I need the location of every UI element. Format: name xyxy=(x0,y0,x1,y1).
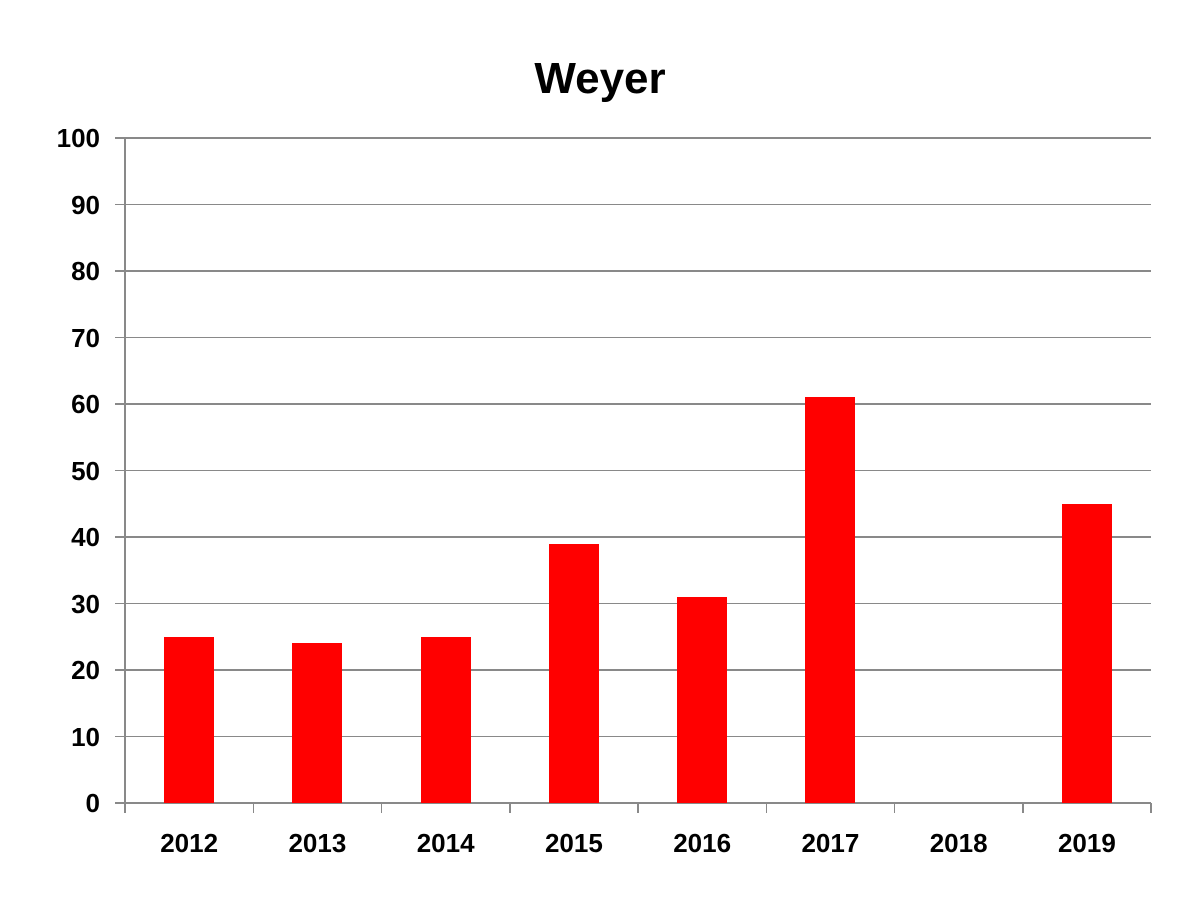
x-tick xyxy=(765,803,767,813)
bar xyxy=(292,643,343,803)
bar xyxy=(420,636,471,803)
bar xyxy=(1061,503,1112,803)
gridline xyxy=(125,669,1151,671)
gridline xyxy=(125,469,1151,472)
y-tick xyxy=(115,735,125,738)
x-tick xyxy=(124,803,126,813)
gridline xyxy=(125,536,1151,538)
gridline xyxy=(125,336,1151,339)
y-tick-label: 60 xyxy=(71,389,100,419)
y-axis-line xyxy=(124,138,126,803)
y-tick xyxy=(115,270,125,272)
y-tick xyxy=(115,469,125,472)
y-tick xyxy=(115,203,125,206)
y-tick xyxy=(115,137,125,139)
gridline xyxy=(125,735,1151,738)
x-tick-label: 2014 xyxy=(416,828,475,858)
y-tick-label: 30 xyxy=(71,588,100,619)
y-tick-label: 100 xyxy=(56,123,100,153)
x-tick-label: 2012 xyxy=(160,828,219,858)
bar xyxy=(805,397,856,803)
y-tick-label: 90 xyxy=(71,189,100,220)
y-tick-label: 40 xyxy=(71,522,100,552)
x-tick xyxy=(637,803,639,813)
x-tick-label: 2017 xyxy=(801,828,860,858)
x-tick-label: 2015 xyxy=(544,828,603,858)
bar xyxy=(164,636,215,803)
x-tick xyxy=(509,803,511,813)
gridline xyxy=(125,602,1151,605)
x-tick xyxy=(1022,803,1024,813)
gridline xyxy=(125,403,1151,405)
y-tick-label: 10 xyxy=(71,721,100,752)
x-tick xyxy=(893,803,896,813)
y-tick-label: 20 xyxy=(71,655,100,685)
y-tick xyxy=(115,669,125,671)
x-tick xyxy=(1150,803,1152,813)
y-tick-label: 50 xyxy=(71,455,100,486)
bar xyxy=(677,596,728,803)
gridline xyxy=(125,203,1151,206)
x-tick-label: 2013 xyxy=(288,828,347,858)
x-tick-label: 2019 xyxy=(1057,828,1116,858)
chart-title: Weyer xyxy=(534,54,666,103)
gridline xyxy=(125,270,1151,272)
y-tick xyxy=(115,602,125,605)
bar xyxy=(548,543,599,803)
y-tick xyxy=(115,802,125,804)
y-tick-label: 80 xyxy=(71,256,100,286)
y-tick-label: 70 xyxy=(71,322,100,353)
y-tick xyxy=(115,403,125,405)
x-tick-label: 2016 xyxy=(673,828,732,858)
gridline xyxy=(125,137,1151,139)
y-tick-label: 0 xyxy=(85,788,100,818)
x-tick xyxy=(252,803,254,813)
y-tick xyxy=(115,536,125,538)
x-tick xyxy=(380,803,383,813)
x-tick-label: 2018 xyxy=(929,828,988,858)
y-tick xyxy=(115,336,125,339)
